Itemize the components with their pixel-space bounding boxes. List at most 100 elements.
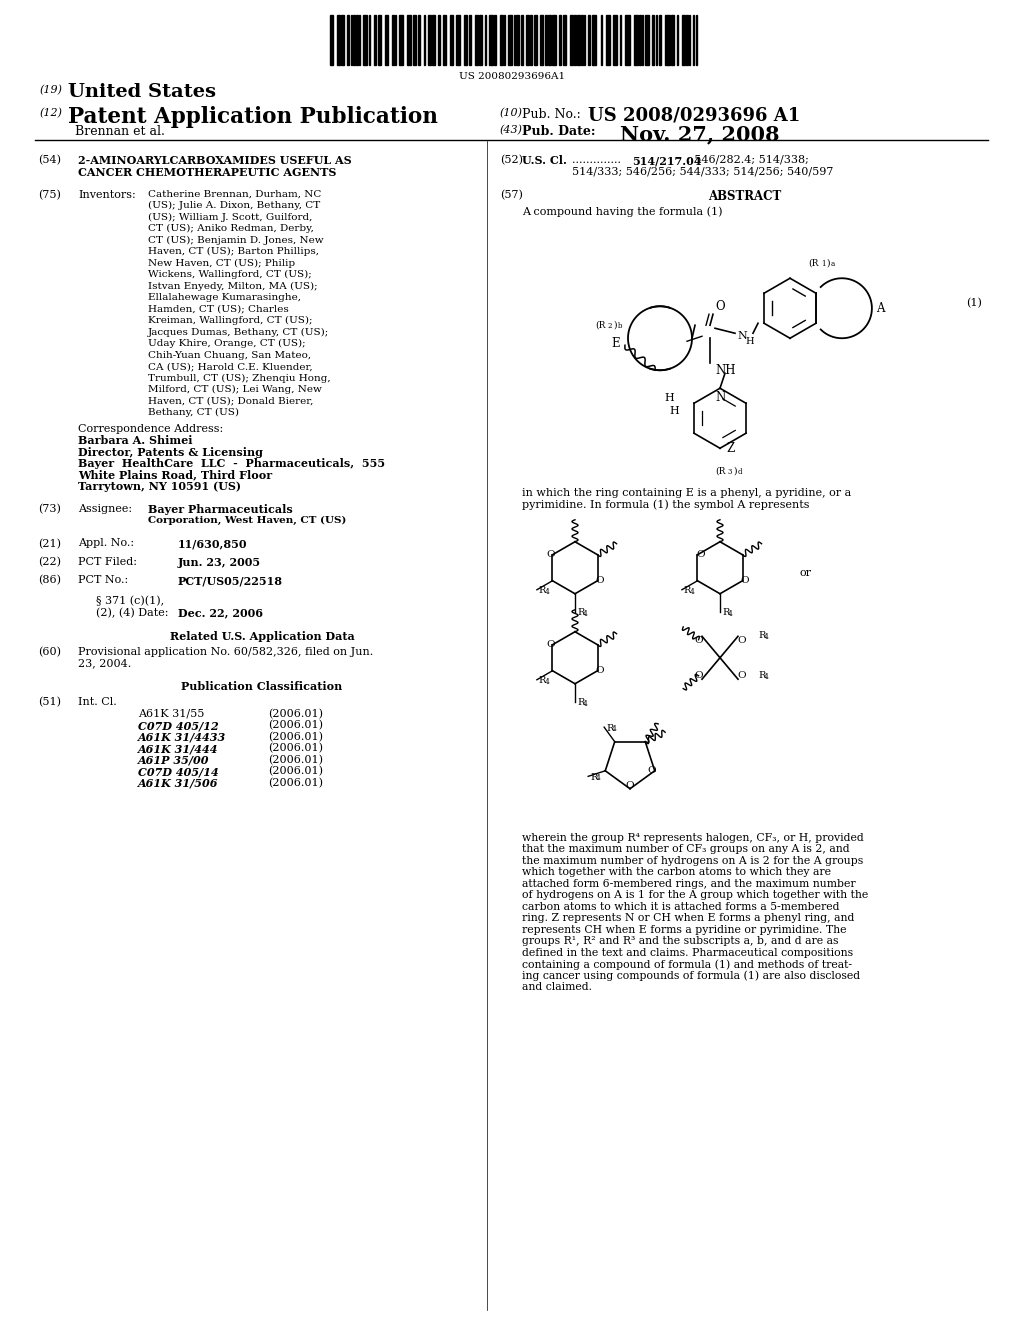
Text: R: R: [539, 586, 546, 595]
Text: which together with the carbon atoms to which they are: which together with the carbon atoms to …: [522, 867, 831, 878]
Text: O: O: [546, 550, 555, 560]
Text: that the maximum number of CF₃ groups on any A is 2, and: that the maximum number of CF₃ groups on…: [522, 845, 850, 854]
Text: 4: 4: [583, 700, 588, 708]
Text: (52): (52): [500, 154, 523, 165]
Text: 23, 2004.: 23, 2004.: [78, 659, 131, 668]
Text: N: N: [737, 331, 746, 342]
Text: ring. Z represents N or CH when E forms a phenyl ring, and: ring. Z represents N or CH when E forms …: [522, 913, 854, 923]
Bar: [437, 15, 440, 65]
Text: (2006.01): (2006.01): [268, 777, 323, 788]
Text: the maximum number of hydrogens on A is 2 for the A groups: the maximum number of hydrogens on A is …: [522, 855, 863, 866]
Bar: [374, 15, 376, 65]
Text: R: R: [758, 672, 765, 680]
Bar: [620, 15, 622, 65]
Text: Catherine Brennan, Durham, NC: Catherine Brennan, Durham, NC: [148, 190, 322, 198]
Text: US 2008/0293696 A1: US 2008/0293696 A1: [588, 106, 800, 124]
Bar: [443, 15, 446, 65]
Text: O: O: [696, 550, 705, 560]
Text: (2006.01): (2006.01): [268, 766, 323, 776]
Text: ABSTRACT: ABSTRACT: [709, 190, 781, 202]
Bar: [613, 15, 617, 65]
Text: (19): (19): [39, 84, 62, 95]
Text: R: R: [758, 631, 765, 640]
Text: 4: 4: [596, 775, 601, 783]
Bar: [475, 15, 478, 65]
Bar: [508, 15, 512, 65]
Text: 4: 4: [690, 587, 694, 595]
Text: Patent Application Publication: Patent Application Publication: [68, 106, 438, 128]
Text: N: N: [716, 391, 726, 404]
Text: O: O: [740, 577, 749, 585]
Text: (73): (73): [38, 504, 60, 515]
Text: New Haven, CT (US); Philip: New Haven, CT (US); Philip: [148, 259, 295, 268]
Bar: [582, 15, 583, 65]
Text: A: A: [876, 302, 885, 314]
Bar: [651, 15, 654, 65]
Text: U.S. Cl.: U.S. Cl.: [522, 154, 567, 166]
Text: ): ): [826, 259, 829, 267]
Text: US 20080293696A1: US 20080293696A1: [459, 73, 565, 81]
Text: Correspondence Address:: Correspondence Address:: [78, 424, 223, 433]
Text: CT (US); Aniko Redman, Derby,: CT (US); Aniko Redman, Derby,: [148, 224, 314, 234]
Text: 514/217.04: 514/217.04: [632, 154, 701, 166]
Text: Jacques Dumas, Bethany, CT (US);: Jacques Dumas, Bethany, CT (US);: [148, 327, 330, 337]
Text: carbon atoms to which it is attached forms a 5-membered: carbon atoms to which it is attached for…: [522, 902, 840, 912]
Text: Nov. 27, 2008: Nov. 27, 2008: [620, 124, 779, 144]
Bar: [592, 15, 596, 65]
Text: 11/630,850: 11/630,850: [178, 539, 248, 549]
Text: pyrimidine. In formula (1) the symbol A represents: pyrimidine. In formula (1) the symbol A …: [522, 500, 810, 511]
Text: Tarrytown, NY 10591 (US): Tarrytown, NY 10591 (US): [78, 480, 241, 492]
Text: and claimed.: and claimed.: [522, 982, 592, 993]
Text: (57): (57): [500, 190, 523, 199]
Text: R: R: [577, 609, 585, 618]
Text: (2006.01): (2006.01): [268, 709, 323, 719]
Text: H: H: [665, 393, 674, 403]
Text: Publication Classification: Publication Classification: [181, 681, 343, 692]
Bar: [408, 15, 412, 65]
Bar: [399, 15, 403, 65]
Bar: [464, 15, 467, 65]
Text: O: O: [737, 636, 745, 644]
Text: represents CH when E forms a pyridine or pyrimidine. The: represents CH when E forms a pyridine or…: [522, 925, 847, 935]
Text: Bayer  HealthCare  LLC  -  Pharmaceuticals,  555: Bayer HealthCare LLC - Pharmaceuticals, …: [78, 458, 385, 469]
Text: groups R¹, R² and R³ and the subscripts a, b, and d are as: groups R¹, R² and R³ and the subscripts …: [522, 936, 839, 946]
Bar: [693, 15, 694, 65]
Bar: [666, 15, 670, 65]
Bar: [563, 15, 566, 65]
Text: A61K 31/506: A61K 31/506: [138, 777, 218, 789]
Bar: [469, 15, 471, 65]
Text: 1: 1: [821, 260, 825, 268]
Bar: [677, 15, 678, 65]
Text: (US); Julie A. Dixon, Bethany, CT: (US); Julie A. Dixon, Bethany, CT: [148, 201, 321, 210]
Bar: [353, 15, 355, 65]
Bar: [634, 15, 638, 65]
Text: PCT No.:: PCT No.:: [78, 576, 128, 585]
Text: 4: 4: [583, 610, 588, 618]
Text: O: O: [715, 300, 725, 313]
Bar: [682, 15, 685, 65]
Bar: [428, 15, 431, 65]
Bar: [626, 15, 630, 65]
Bar: [359, 15, 360, 65]
Text: Bayer Pharmaceuticals: Bayer Pharmaceuticals: [148, 504, 293, 515]
Text: ): ): [613, 321, 616, 329]
Bar: [424, 15, 425, 65]
Text: CA (US); Harold C.E. Kluender,: CA (US); Harold C.E. Kluender,: [148, 362, 312, 371]
Bar: [488, 15, 493, 65]
Text: CT (US); Benjamin D. Jones, New: CT (US); Benjamin D. Jones, New: [148, 235, 324, 244]
Bar: [526, 15, 528, 65]
Bar: [570, 15, 573, 65]
Bar: [500, 15, 503, 65]
Text: 4: 4: [545, 677, 550, 686]
Text: Related U.S. Application Data: Related U.S. Application Data: [170, 631, 354, 642]
Text: PCT/US05/22518: PCT/US05/22518: [178, 576, 283, 586]
Text: R: R: [577, 698, 585, 708]
Text: (51): (51): [38, 697, 61, 708]
Bar: [432, 15, 435, 65]
Bar: [601, 15, 602, 65]
Text: (10): (10): [500, 108, 523, 119]
Text: E: E: [611, 337, 620, 350]
Text: R: R: [606, 723, 613, 733]
Bar: [655, 15, 657, 65]
Text: (US); William J. Scott, Guilford,: (US); William J. Scott, Guilford,: [148, 213, 312, 222]
